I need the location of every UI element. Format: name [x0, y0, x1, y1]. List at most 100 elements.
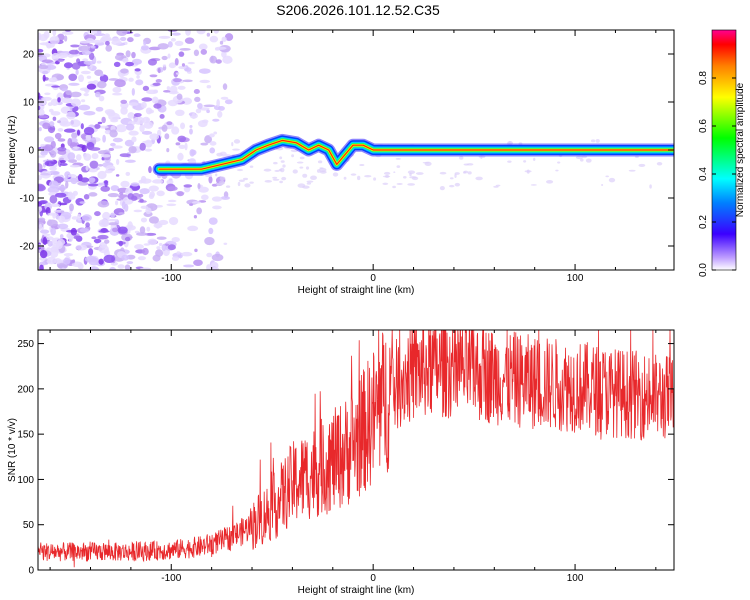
noise-blob [128, 130, 139, 136]
noise-blob [67, 138, 73, 147]
noise-blob [51, 85, 60, 88]
noise-speck [279, 167, 285, 173]
noise-blob [100, 154, 111, 158]
noise-blob [208, 227, 214, 235]
spectrogram-ridge [152, 133, 674, 176]
noise-speck [364, 174, 372, 178]
noise-blob [147, 238, 158, 246]
noise-blob [112, 227, 118, 233]
spectrogram-x-label: Height of straight line (km) [298, 285, 415, 296]
noise-speck [302, 173, 308, 178]
noise-blob [55, 240, 63, 250]
x-tick-label: 0 [370, 573, 376, 584]
noise-blob [213, 131, 218, 135]
noise-blob [143, 243, 151, 246]
noise-blob [83, 126, 95, 136]
noise-blob [98, 95, 105, 102]
noise-blob [38, 163, 43, 171]
noise-speck [454, 172, 460, 175]
noise-blob [89, 147, 101, 151]
noise-speck [306, 182, 312, 185]
noise-blob [57, 223, 69, 230]
noise-blob [68, 82, 80, 86]
noise-speck [580, 158, 584, 162]
noise-blob [166, 86, 171, 91]
noise-blob [166, 147, 170, 153]
noise-blob [210, 267, 220, 270]
noise-blob [52, 30, 57, 37]
noise-speck [466, 163, 474, 166]
noise-blob [197, 183, 201, 190]
noise-blob [117, 226, 128, 234]
noise-blob [120, 99, 128, 104]
noise-blob [126, 123, 135, 131]
noise-blob [42, 74, 46, 82]
noise-blob [79, 201, 86, 204]
x-tick-label: 0 [370, 273, 376, 284]
noise-blob [209, 133, 215, 138]
noise-blob [211, 196, 223, 202]
noise-speck [319, 167, 327, 172]
noise-blob [54, 132, 62, 140]
noise-blob [139, 188, 150, 195]
noise-blob [97, 163, 104, 167]
noise-blob [115, 158, 120, 165]
noise-speck [495, 184, 501, 187]
snr-x-axis: -100 0 100 [49, 330, 657, 584]
noise-blob [120, 68, 129, 74]
colorbar: 0.0 0.2 0.4 0.6 0.8 Normalized spectral ampl… [698, 29, 746, 277]
noise-speck [402, 176, 407, 179]
noise-blob [63, 253, 74, 257]
noise-blob [110, 212, 116, 218]
noise-blob [97, 121, 103, 125]
noise-blob [80, 123, 84, 130]
noise-blob [167, 41, 173, 48]
noise-speck [359, 163, 365, 167]
noise-speck [475, 176, 483, 181]
noise-blob [88, 248, 94, 256]
noise-blob [101, 35, 112, 43]
noise-blob [206, 32, 211, 37]
noise-blob [198, 186, 209, 193]
noise-speck [317, 160, 323, 164]
noise-blob [71, 216, 79, 220]
noise-blob [110, 142, 116, 147]
noise-blob [57, 52, 69, 59]
noise-blob [119, 36, 127, 42]
noise-blob [88, 177, 96, 183]
noise-speck [439, 186, 445, 191]
spectrogram-y-axis: -20 -10 0 10 20 [20, 50, 674, 253]
noise-speck [280, 160, 285, 163]
noise-blob [41, 59, 54, 64]
noise-blob [139, 142, 146, 151]
noise-blob [158, 35, 171, 39]
noise-speck [249, 181, 254, 184]
noise-blob [121, 254, 130, 261]
y-tick-label: 250 [17, 339, 34, 350]
x-tick-label: -100 [161, 273, 181, 284]
noise-blob [99, 74, 109, 83]
noise-blob [63, 62, 73, 69]
noise-blob [149, 74, 158, 78]
noise-speck [343, 176, 347, 180]
noise-blob [83, 93, 89, 97]
noise-blob [96, 30, 102, 35]
noise-blob [118, 240, 124, 247]
noise-blob [116, 30, 128, 36]
noise-speck [291, 154, 295, 158]
noise-blob [206, 85, 212, 89]
noise-blob [175, 109, 185, 117]
noise-blob [114, 79, 126, 88]
y-tick-label: -10 [20, 194, 35, 205]
noise-blob [167, 186, 178, 191]
noise-blob [125, 61, 134, 67]
noise-blob [95, 106, 104, 112]
noise-speck [407, 170, 416, 174]
noise-blob [77, 181, 89, 186]
noise-blob [175, 72, 180, 75]
noise-blob [83, 194, 90, 200]
noise-blob [141, 97, 153, 102]
noise-speck [382, 182, 389, 185]
noise-blob [189, 125, 193, 129]
noise-blob [208, 217, 218, 225]
